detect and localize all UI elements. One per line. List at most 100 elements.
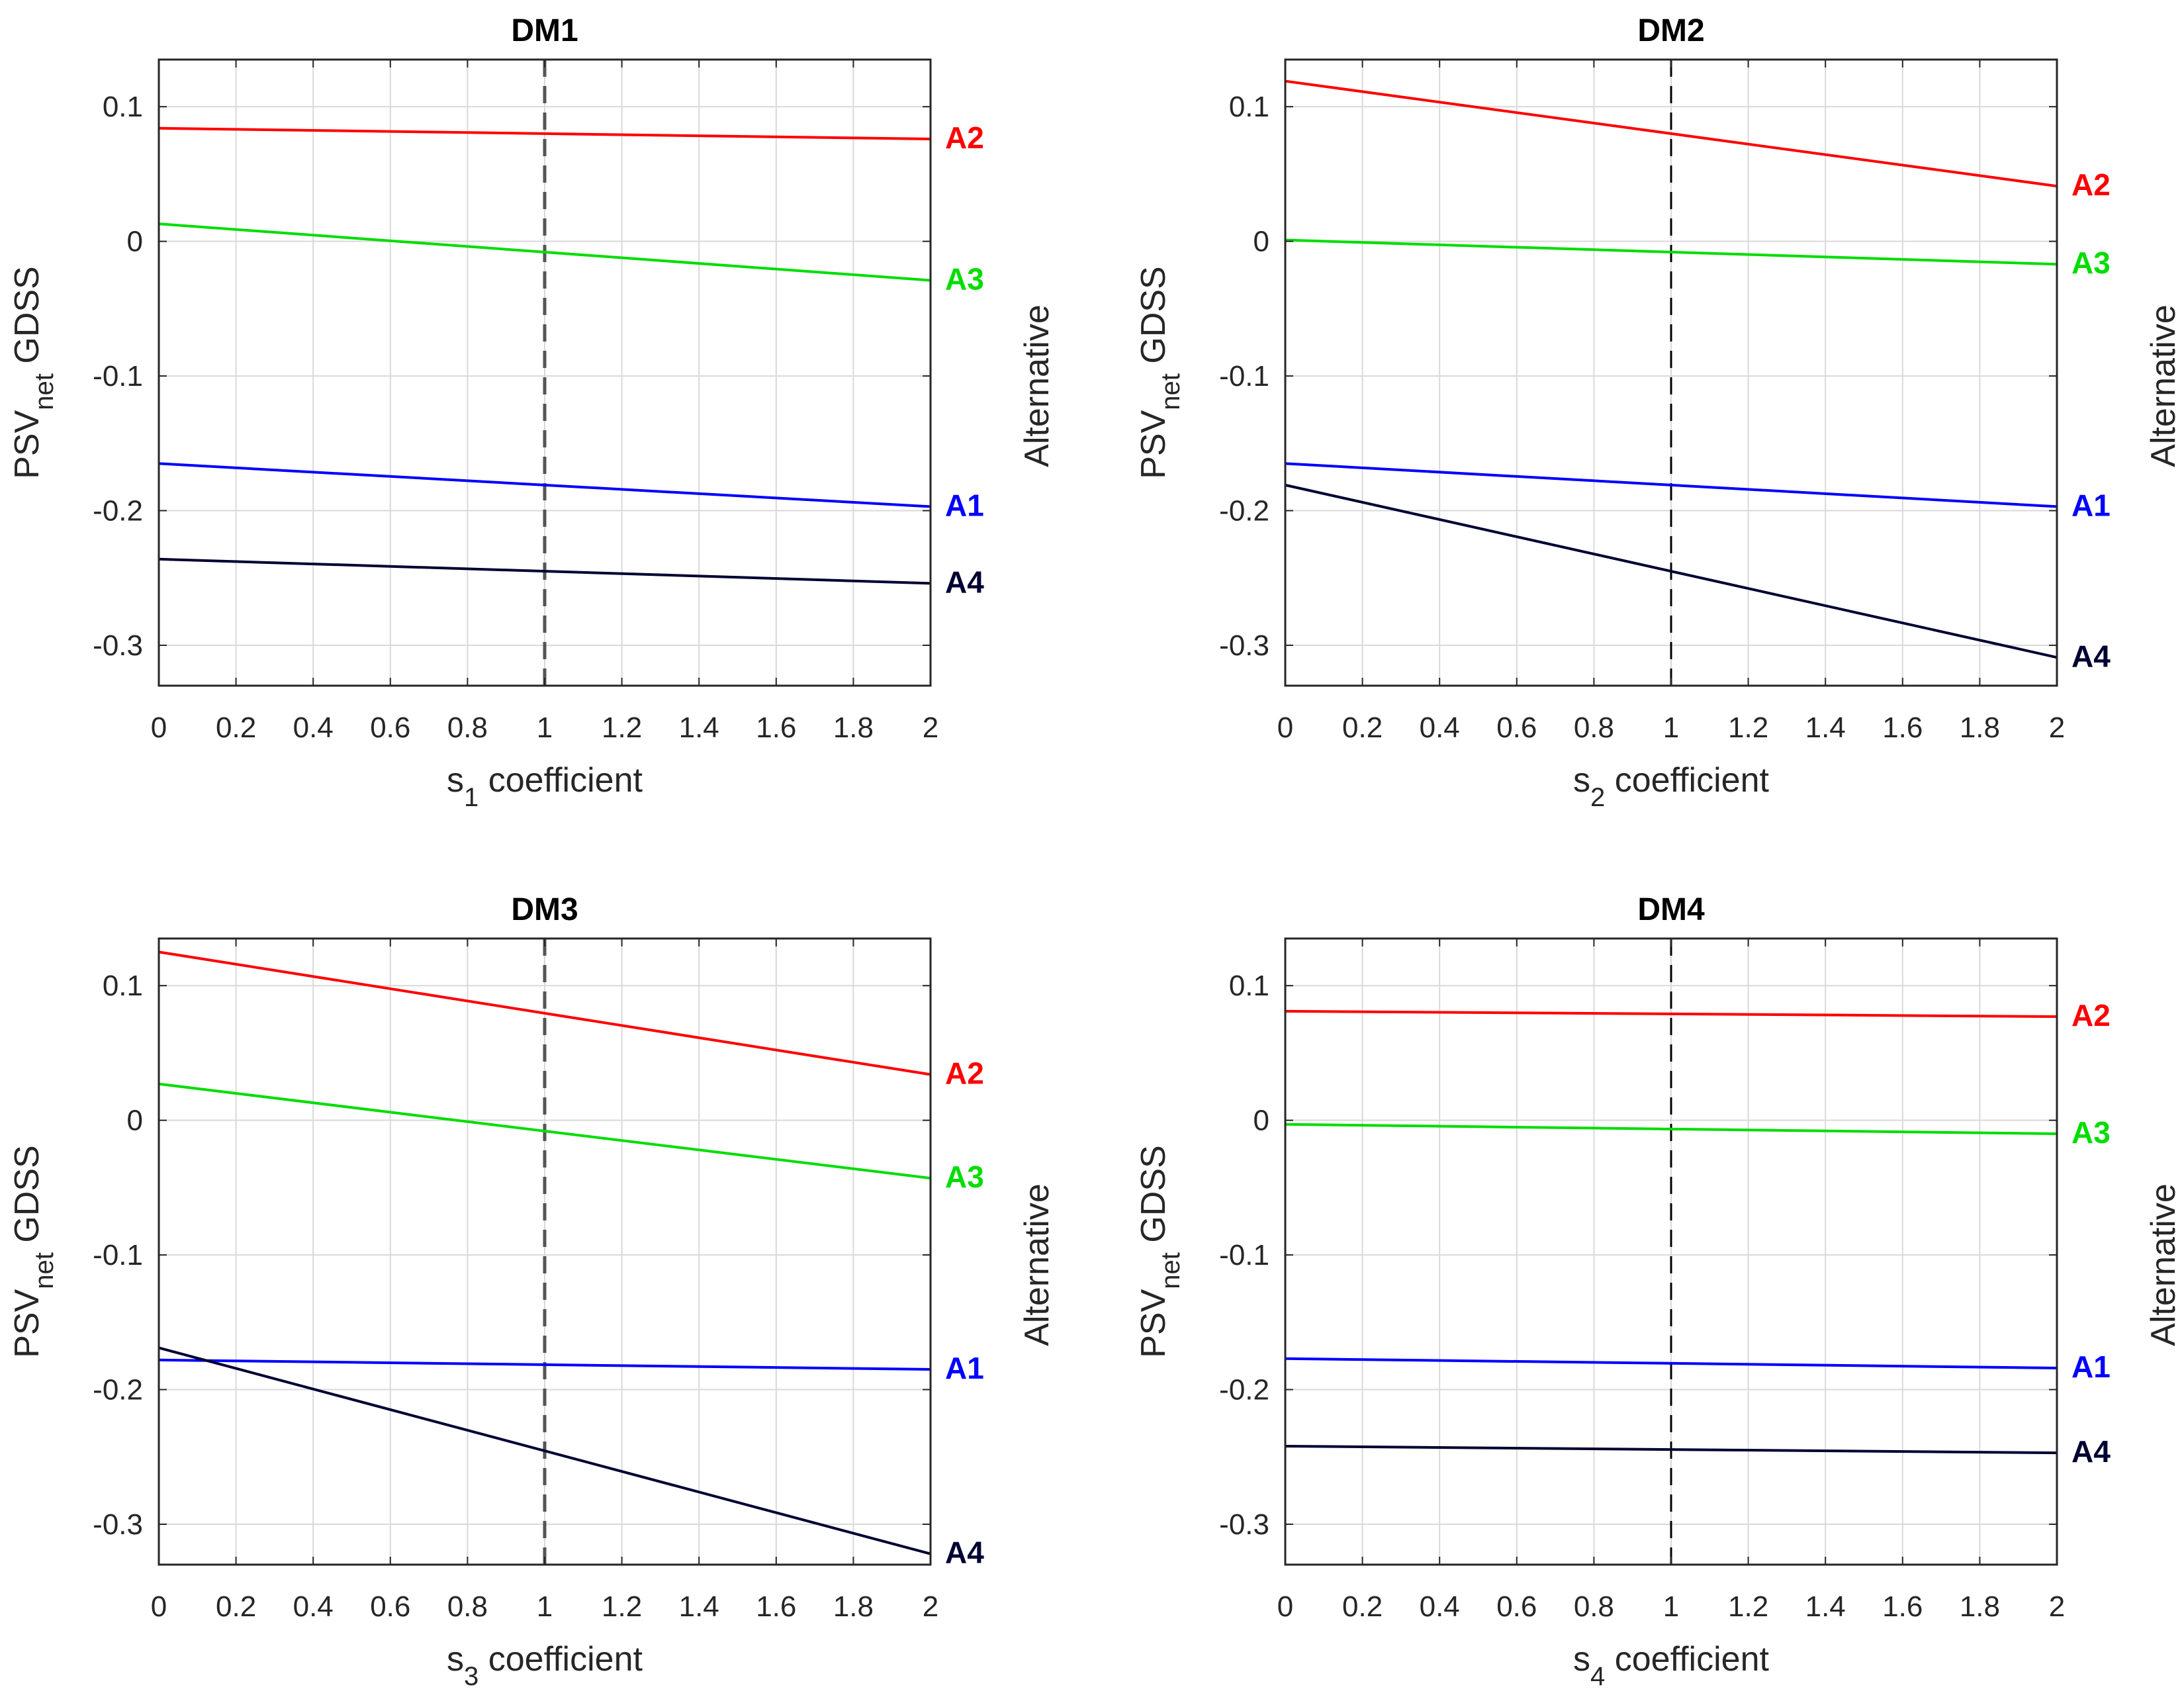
x-tick-label: 0.2 — [1342, 711, 1383, 744]
x-tick-label: 0.8 — [447, 1590, 488, 1623]
series-label-a3: A3 — [2071, 246, 2111, 280]
x-axis-label-subscript: 1 — [464, 783, 478, 812]
x-tick-label: 0 — [151, 711, 167, 744]
series-label-a1: A1 — [2071, 488, 2111, 522]
y-axis-label-subscript: net — [30, 1252, 59, 1289]
y-tick-label: 0 — [1253, 1105, 1269, 1137]
x-axis-label-subscript: 3 — [464, 1662, 478, 1691]
x-tick-label: 2 — [923, 1590, 938, 1623]
y-tick-label: -0.1 — [1219, 1239, 1269, 1271]
y-axis-label-main: PSV — [8, 1289, 46, 1357]
y-axis-label-suffix: GDSS — [8, 1145, 46, 1252]
x-tick-label: 1 — [537, 1590, 553, 1623]
x-tick-label: 0.4 — [293, 711, 334, 744]
right-axis-label: Alternative — [1018, 1183, 1056, 1346]
y-tick-label: -0.3 — [93, 1508, 143, 1541]
x-axis-label-main: s — [447, 1640, 464, 1678]
x-tick-label: 0.6 — [370, 711, 410, 744]
x-tick-label: 0.4 — [1420, 711, 1460, 744]
y-tick-label: -0.3 — [1219, 629, 1269, 662]
x-tick-label: 0.2 — [1342, 1590, 1383, 1623]
chart-panel-dm2: 0 0.2 0.4 0.6 0.8 1 1.2 1.4 1.6 1.8 2 0.1 0 -0.1 -0.2 -… — [1134, 13, 2183, 812]
y-axis-label-main: PSV — [1134, 1289, 1173, 1357]
series-label-a1: A1 — [2071, 1350, 2111, 1384]
x-tick-label: 1.8 — [1960, 711, 2000, 744]
series-label-a4: A4 — [2071, 1434, 2111, 1469]
y-tick-label: -0.2 — [1219, 1374, 1269, 1406]
x-axis-label: s2 coefficient — [1573, 761, 1769, 812]
x-tick-label: 1.4 — [1805, 1590, 1846, 1623]
y-tick-label: -0.1 — [93, 1239, 143, 1271]
x-tick-label: 1 — [537, 711, 553, 744]
right-axis-label: Alternative — [1018, 304, 1056, 467]
y-axis-label: PSVnet GDSS — [1134, 1145, 1185, 1358]
y-tick-label: 0 — [1253, 226, 1269, 258]
x-tick-label: 2 — [2049, 711, 2065, 744]
x-axis-label: s3 coefficient — [447, 1640, 643, 1691]
x-tick-label: 1.6 — [1882, 1590, 1923, 1623]
right-axis-label: Alternative — [2144, 304, 2183, 467]
x-axis-label-subscript: 4 — [1590, 1662, 1605, 1691]
x-tick-label: 1.2 — [602, 711, 642, 744]
x-axis-label-suffix: coefficient — [1605, 761, 1769, 800]
series-line-a4 — [158, 557, 931, 585]
chart-panel-dm4: 0 0.2 0.4 0.6 0.8 1 1.2 1.4 1.6 1.8 2 0.1 0 -0.1 -0.2 -… — [1134, 892, 2183, 1691]
chart-title: DM2 — [1637, 13, 1704, 48]
series-label-a2: A2 — [945, 1056, 984, 1090]
chart-title: DM3 — [511, 892, 578, 927]
y-tick-label: -0.1 — [93, 360, 143, 392]
series-label-a2: A2 — [945, 120, 984, 155]
series-line-a4 — [1285, 483, 2058, 659]
x-tick-label: 0.2 — [216, 1590, 256, 1623]
y-axis-label-subscript: net — [1156, 373, 1185, 410]
series-label-a4: A4 — [945, 565, 984, 599]
series-label-a1: A1 — [945, 1351, 984, 1385]
chart-title: DM4 — [1637, 892, 1705, 927]
x-tick-label: 1.6 — [756, 1590, 796, 1623]
y-tick-label: -0.3 — [1219, 1508, 1269, 1541]
y-tick-label: -0.1 — [1219, 360, 1269, 392]
y-axis-label-suffix: GDSS — [1134, 1145, 1173, 1252]
series-label-a3: A3 — [945, 1160, 984, 1194]
x-axis-label: s1 coefficient — [447, 761, 643, 812]
chart-panel-dm1: 0 0.2 0.4 0.6 0.8 1 1.2 1.4 1.6 1.8 2 0.1 0 -0.1 -0.2 -… — [8, 13, 1056, 812]
series-line-a1 — [158, 1358, 931, 1371]
x-axis-label-main: s — [1573, 1640, 1590, 1678]
y-axis-label: PSVnet GDSS — [8, 1145, 59, 1358]
x-tick-label: 1.4 — [679, 711, 719, 744]
x-tick-label: 1.2 — [602, 1590, 642, 1623]
x-tick-label: 1.2 — [1728, 1590, 1768, 1623]
y-axis-label-main: PSV — [1134, 410, 1173, 479]
series-label-a2: A2 — [2071, 998, 2111, 1032]
x-tick-label: 0.6 — [1496, 711, 1537, 744]
y-axis-label: PSVnet GDSS — [8, 266, 59, 479]
series-label-a1: A1 — [945, 488, 984, 522]
x-tick-label: 0 — [1277, 711, 1293, 744]
series-line-a2 — [158, 126, 931, 141]
x-tick-label: 1.8 — [833, 711, 874, 744]
x-tick-label: 0.8 — [447, 711, 488, 744]
series-label-a4: A4 — [945, 1536, 984, 1570]
y-tick-label: 0.1 — [1229, 970, 1269, 1002]
x-tick-label: 0 — [151, 1590, 167, 1623]
series-line-a2 — [158, 950, 931, 1076]
y-tick-label: 0 — [127, 1105, 143, 1137]
series-line-a2 — [1285, 1009, 2058, 1018]
x-tick-label: 1.6 — [1882, 711, 1923, 744]
series-label-a3: A3 — [2071, 1115, 2111, 1150]
series-line-a1 — [1285, 1357, 2058, 1369]
x-tick-label: 0.4 — [1420, 1590, 1460, 1623]
y-tick-label: 0.1 — [103, 970, 143, 1002]
series-line-a2 — [1285, 79, 2058, 188]
x-axis-label-main: s — [1573, 761, 1590, 800]
x-tick-label: 2 — [2049, 1590, 2065, 1623]
x-tick-label: 0.4 — [293, 1590, 334, 1623]
y-tick-label: 0.1 — [103, 91, 143, 123]
y-tick-label: -0.2 — [93, 1374, 143, 1406]
y-axis-label-suffix: GDSS — [8, 266, 46, 373]
y-tick-label: -0.2 — [93, 495, 143, 527]
x-tick-label: 2 — [923, 711, 938, 744]
y-tick-label: -0.3 — [93, 629, 143, 662]
series-line-a1 — [158, 462, 931, 508]
